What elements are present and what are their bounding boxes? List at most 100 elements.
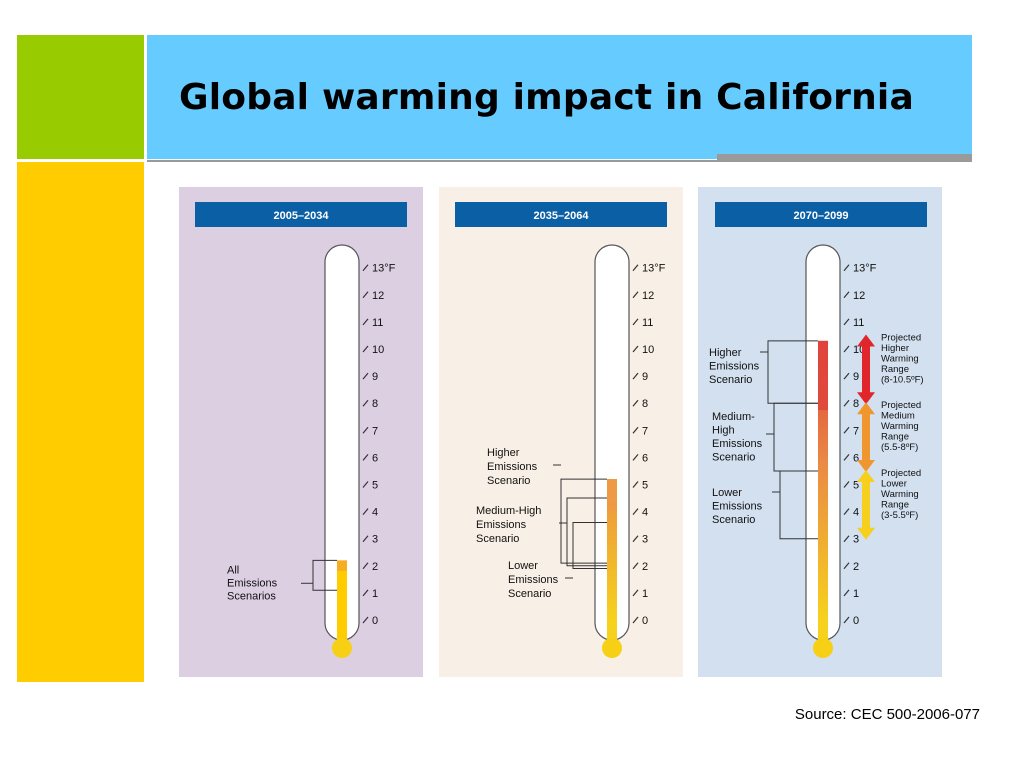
scenario-bracket <box>312 559 337 591</box>
period-header <box>455 202 667 227</box>
tick-mark <box>632 508 639 515</box>
scenario-bracket <box>560 478 607 564</box>
warming-range-label: Warming <box>881 353 919 364</box>
yellow-accent-block <box>17 162 144 682</box>
tick-label: 1 <box>853 588 859 600</box>
tick-mark <box>362 318 369 326</box>
period-header <box>195 202 407 227</box>
scenario-label: Medium- <box>712 411 755 423</box>
tick-label: 9 <box>642 371 648 383</box>
chart-panel-1: 2005–2034012345678910111213°FAllEmission… <box>179 187 423 677</box>
tick-label: 10 <box>372 344 384 356</box>
tick-label: 10 <box>642 344 654 356</box>
tick-mark <box>362 562 369 570</box>
tick-label: 11 <box>642 317 653 329</box>
tick-mark <box>362 508 369 515</box>
tick-mark <box>843 264 850 272</box>
scenario-label: Emissions <box>709 361 760 373</box>
tick-mark <box>632 318 639 326</box>
scenario-label: Scenario <box>709 374 752 386</box>
scenario-label: Emissions <box>227 577 278 589</box>
thermometer-bulb <box>602 638 622 658</box>
tick-mark <box>632 454 639 461</box>
tick-label: 13°F <box>642 263 666 275</box>
chart-panel-3: 2070–2099012345678910111213°FHigherEmiss… <box>698 187 942 677</box>
tick-label: 6 <box>372 452 378 464</box>
tick-label: 5 <box>853 480 859 492</box>
slide-title: Global warming impact in California <box>179 76 914 118</box>
scenario-label: Scenario <box>476 533 519 545</box>
scenario-bracket <box>572 521 607 570</box>
tick-label: 6 <box>642 452 648 464</box>
tick-label: 6 <box>853 452 859 464</box>
period-label: 2035–2064 <box>533 210 589 222</box>
tick-label: 7 <box>642 425 648 437</box>
tick-mark <box>362 291 369 299</box>
temperature-bar-top <box>607 479 617 511</box>
scenario-label: Lower <box>712 487 742 499</box>
tick-mark <box>362 616 369 624</box>
tick-mark <box>632 291 639 299</box>
divider-line <box>147 160 717 162</box>
tick-mark <box>843 399 850 407</box>
tick-mark <box>632 264 639 272</box>
warming-range-label: Lower <box>881 478 907 489</box>
green-accent-block <box>17 35 144 159</box>
scenario-label: Emissions <box>712 438 763 450</box>
tick-label: 1 <box>372 588 378 600</box>
tick-label: 3 <box>642 534 648 546</box>
tick-label: 3 <box>372 534 378 546</box>
scenario-label: Scenario <box>712 452 755 464</box>
tick-label: 4 <box>853 507 859 519</box>
warming-range-label: Range <box>881 499 909 510</box>
warming-range-label: (3-5.5ºF) <box>881 510 918 521</box>
scenario-label: Scenarios <box>227 590 276 602</box>
scenario-label: Lower <box>508 560 538 572</box>
scenario-label: Scenario <box>487 475 530 487</box>
tick-mark <box>362 454 369 461</box>
tick-label: 4 <box>642 507 648 519</box>
warming-range-label: Range <box>881 432 909 443</box>
thermometer-bulb <box>813 638 833 658</box>
title-bar: Global warming impact in California <box>147 35 972 159</box>
panel-background <box>179 187 423 677</box>
tick-label: 0 <box>642 615 648 627</box>
tick-label: 9 <box>372 371 378 383</box>
tick-label: 11 <box>372 317 383 329</box>
tick-label: 2 <box>642 561 648 573</box>
scenario-label: Scenario <box>712 514 755 526</box>
source-citation: Source: CEC 500-2006-077 <box>794 706 980 723</box>
tick-mark <box>362 426 369 434</box>
tick-label: 13°F <box>372 263 396 275</box>
warming-range-label: Higher <box>881 343 909 354</box>
temperature-bar-top <box>337 560 347 571</box>
tick-mark <box>632 481 639 488</box>
tick-mark <box>632 562 639 570</box>
warming-range-label: (5.5-8ºF) <box>881 442 918 453</box>
tick-label: 4 <box>372 507 378 519</box>
tick-mark <box>843 345 850 353</box>
scenario-label: Emissions <box>487 461 538 473</box>
warming-range-label: Warming <box>881 489 919 500</box>
temperature-bar <box>607 479 617 640</box>
tick-mark <box>362 535 369 543</box>
tick-mark <box>843 562 850 570</box>
warming-range-arrow <box>857 469 875 540</box>
tick-label: 8 <box>642 398 648 410</box>
warming-range-label: Projected <box>881 332 921 343</box>
scenario-bracket <box>566 497 607 567</box>
warming-range-label: (8-10.5ºF) <box>881 374 924 385</box>
tick-mark <box>632 345 639 353</box>
scenario-label: High <box>712 425 735 437</box>
tick-mark <box>843 589 850 597</box>
period-label: 2005–2034 <box>273 210 329 222</box>
tick-label: 8 <box>372 398 378 410</box>
warming-range-label: Medium <box>881 411 915 422</box>
tick-mark <box>632 399 639 407</box>
tick-label: 12 <box>372 290 384 302</box>
warming-range-arrow <box>857 402 875 472</box>
tick-label: 7 <box>372 425 378 437</box>
tick-mark <box>843 372 850 380</box>
divider-accent <box>717 154 972 162</box>
